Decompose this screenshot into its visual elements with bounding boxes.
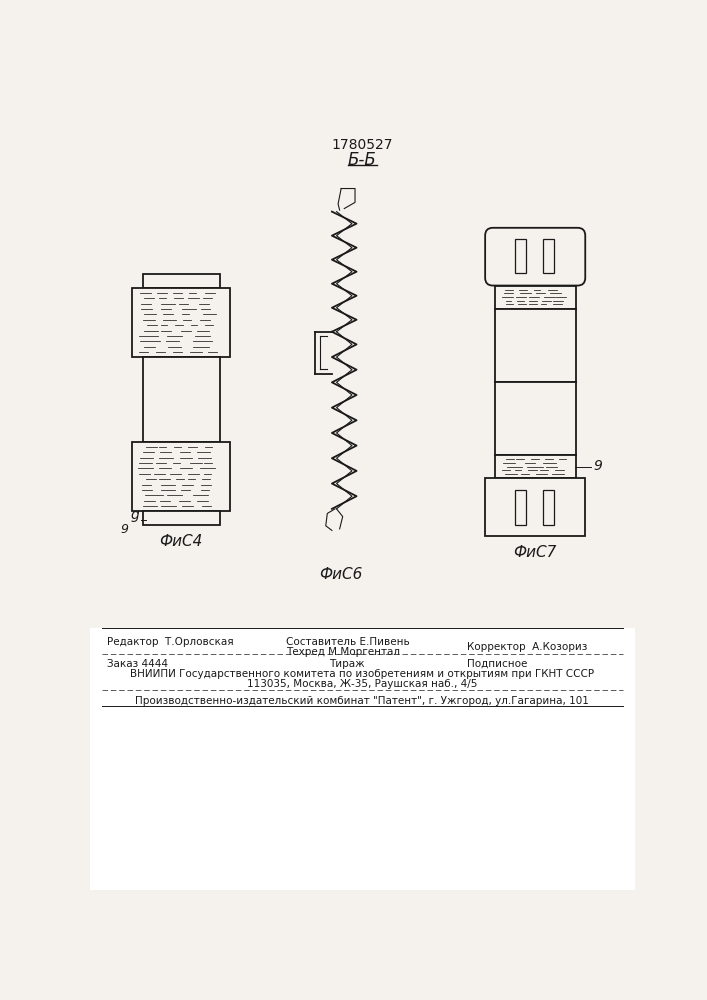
Text: Тираж: Тираж	[329, 659, 365, 669]
Text: 9: 9	[121, 523, 129, 536]
Text: ФиС7: ФиС7	[513, 545, 557, 560]
Bar	[143, 511, 219, 525]
Bar	[485, 478, 585, 536]
Bar	[495, 455, 576, 478]
Text: ФиС4: ФиС4	[159, 534, 203, 549]
Bar	[143, 357, 219, 442]
Text: g: g	[131, 508, 139, 522]
Text: Составитель Е.Пивень: Составитель Е.Пивень	[286, 637, 410, 647]
Bar	[495, 382, 576, 455]
Text: 1780527: 1780527	[331, 138, 392, 152]
Text: Корректор  А.Козориз: Корректор А.Козориз	[467, 642, 588, 652]
Bar	[543, 490, 554, 525]
Text: ФиС6: ФиС6	[319, 567, 362, 582]
Text: 9: 9	[593, 460, 602, 474]
Text: Подписное: Подписное	[467, 659, 528, 669]
Bar	[132, 442, 230, 511]
Bar	[132, 288, 230, 357]
Bar	[543, 239, 554, 273]
Bar	[515, 239, 526, 273]
Text: Редактор  Т.Орловская: Редактор Т.Орловская	[107, 637, 234, 647]
Bar	[495, 309, 576, 382]
Text: Заказ 4444: Заказ 4444	[107, 659, 168, 669]
Text: 113035, Москва, Ж-35, Раушская наб., 4/5: 113035, Москва, Ж-35, Раушская наб., 4/5	[247, 679, 477, 689]
Bar	[495, 286, 576, 309]
Text: Техред М.Моргентал: Техред М.Моргентал	[286, 647, 400, 657]
FancyBboxPatch shape	[485, 228, 585, 286]
Text: ВНИИПИ Государственного комитета по изобретениям и открытиям при ГКНТ СССР: ВНИИПИ Государственного комитета по изоб…	[130, 669, 594, 679]
Text: Производственно-издательский комбинат "Патент", г. Ужгород, ул.Гагарина, 101: Производственно-издательский комбинат "П…	[135, 696, 589, 706]
Bar	[90, 628, 635, 890]
Text: Б-Б: Б-Б	[348, 151, 376, 169]
Bar	[143, 274, 219, 288]
Bar	[515, 490, 526, 525]
